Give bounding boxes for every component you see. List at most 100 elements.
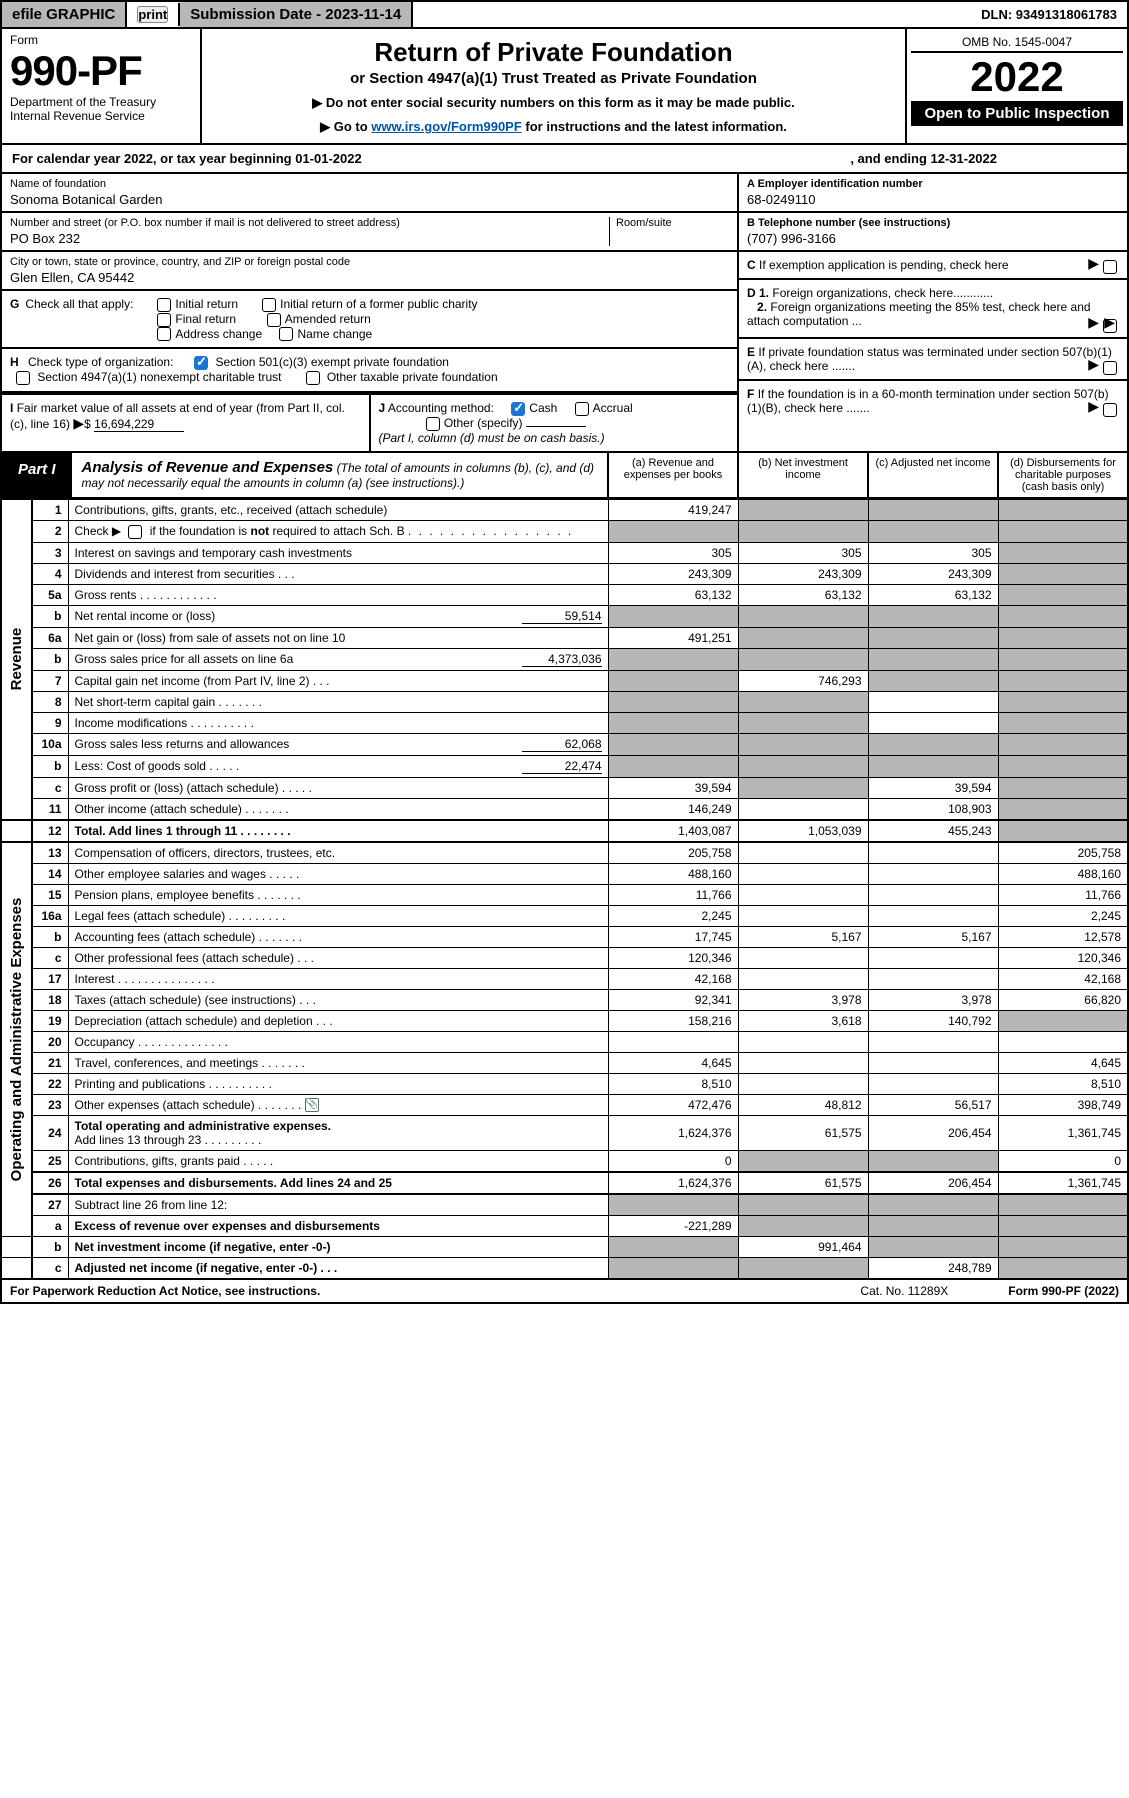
f-item: F If the foundation is in a 60-month ter…: [739, 381, 1127, 421]
c-checkbox[interactable]: [1103, 260, 1117, 274]
form-word: Form: [10, 33, 192, 47]
amt-a: 8,510: [608, 1073, 738, 1094]
amt-b: 3,978: [738, 989, 868, 1010]
sch-b-checkbox[interactable]: [128, 525, 142, 539]
submission-date: Submission Date - 2023-11-14: [180, 2, 413, 27]
line-desc: Other income (attach schedule) . . . . .…: [68, 798, 608, 820]
line-desc: Net investment income (if negative, ente…: [68, 1237, 608, 1258]
amt-d: 66,820: [998, 989, 1128, 1010]
amt-b: 1,053,039: [738, 820, 868, 842]
initial-former-checkbox[interactable]: [262, 298, 276, 312]
part1-label: Part I: [2, 453, 72, 497]
line-num: b: [32, 926, 68, 947]
line-num: 11: [32, 798, 68, 820]
column-headers: (a) Revenue and expenses per books (b) N…: [607, 453, 1127, 497]
amt-d: 398,749: [998, 1094, 1128, 1116]
line-desc: Total expenses and disbursements. Add li…: [68, 1172, 608, 1194]
line-desc: Other professional fees (attach schedule…: [68, 947, 608, 968]
line-num: 8: [32, 691, 68, 712]
line-num: 24: [32, 1116, 68, 1151]
amt-a: 1,624,376: [608, 1116, 738, 1151]
form-title: Return of Private Foundation: [232, 37, 875, 68]
line-desc: Interest on savings and temporary cash i…: [68, 542, 608, 563]
foundation-name: Sonoma Botanical Garden: [10, 190, 729, 207]
line-num: c: [32, 1258, 68, 1280]
line-num: a: [32, 1216, 68, 1237]
section-4947-checkbox[interactable]: [16, 371, 30, 385]
address-change-checkbox[interactable]: [157, 327, 171, 341]
col-d-header: (d) Disbursements for charitable purpose…: [997, 453, 1127, 497]
line-desc: Other employee salaries and wages . . . …: [68, 863, 608, 884]
amt-a: 39,594: [608, 777, 738, 798]
amt-b: 61,575: [738, 1116, 868, 1151]
analysis-table: Revenue 1 Contributions, gifts, grants, …: [0, 499, 1129, 1281]
line-num: 26: [32, 1172, 68, 1194]
initial-return-checkbox[interactable]: [157, 298, 171, 312]
line-desc: Contributions, gifts, grants paid . . . …: [68, 1151, 608, 1173]
h-label: Check type of organization:: [28, 355, 173, 369]
note2-post: for instructions and the latest informat…: [522, 119, 787, 134]
line-desc: Capital gain net income (from Part IV, l…: [68, 670, 608, 691]
line-desc: Compensation of officers, directors, tru…: [68, 842, 608, 864]
form990pf-link[interactable]: www.irs.gov/Form990PF: [371, 119, 522, 134]
amt-c: 206,454: [868, 1116, 998, 1151]
calendar-end: , and ending 12-31-2022: [850, 151, 997, 166]
line-desc: Accounting fees (attach schedule) . . . …: [68, 926, 608, 947]
city-label: City or town, state or province, country…: [10, 256, 729, 268]
line-num: 20: [32, 1031, 68, 1052]
amt-c: 63,132: [868, 584, 998, 605]
line-num: 9: [32, 712, 68, 733]
line-num: 22: [32, 1073, 68, 1094]
line-desc: Less: Cost of goods sold . . . . .22,474: [68, 755, 608, 777]
amt-a: 11,766: [608, 884, 738, 905]
e-item: E If private foundation status was termi…: [739, 339, 1127, 381]
other-method-checkbox[interactable]: [426, 417, 440, 431]
attachment-icon[interactable]: 📎: [305, 1098, 319, 1112]
section-501c3-checkbox[interactable]: [194, 356, 208, 370]
dln-number: DLN: 93491318061783: [971, 3, 1127, 26]
note2-pre: ▶ Go to: [320, 119, 371, 134]
amt-d: 488,160: [998, 863, 1128, 884]
amt-c: 305: [868, 542, 998, 563]
cash-checkbox[interactable]: [511, 402, 525, 416]
e-checkbox[interactable]: [1103, 361, 1117, 375]
line-num: 18: [32, 989, 68, 1010]
line-desc: Occupancy . . . . . . . . . . . . . .: [68, 1031, 608, 1052]
accrual-checkbox[interactable]: [575, 402, 589, 416]
col-b-header: (b) Net investment income: [737, 453, 867, 497]
g-opt-0: Initial return: [175, 297, 238, 311]
g-opt-5: Name change: [297, 327, 372, 341]
name-change-checkbox[interactable]: [279, 327, 293, 341]
ein-value: 68-0249110: [747, 190, 1119, 207]
amt-c: 140,792: [868, 1010, 998, 1031]
amt-c: 455,243: [868, 820, 998, 842]
ij-row: I Fair market value of all assets at end…: [2, 393, 737, 451]
line-desc: Total. Add lines 1 through 11 . . . . . …: [68, 820, 608, 842]
j-accrual: Accrual: [593, 401, 633, 415]
form-note-2: ▶ Go to www.irs.gov/Form990PF for instru…: [232, 119, 875, 135]
line-num: 7: [32, 670, 68, 691]
amt-d: 1,361,745: [998, 1172, 1128, 1194]
other-taxable-checkbox[interactable]: [306, 371, 320, 385]
inline-amt: 22,474: [522, 759, 602, 774]
amended-return-checkbox[interactable]: [267, 313, 281, 327]
form-note-1: ▶ Do not enter social security numbers o…: [232, 95, 875, 111]
name-label: Name of foundation: [10, 178, 729, 190]
amt-d: 11,766: [998, 884, 1128, 905]
line-num: 16a: [32, 905, 68, 926]
line-desc: Depreciation (attach schedule) and deple…: [68, 1010, 608, 1031]
amt-d: 1,361,745: [998, 1116, 1128, 1151]
final-return-checkbox[interactable]: [157, 313, 171, 327]
amt-a: 1,624,376: [608, 1172, 738, 1194]
c-text: If exemption application is pending, che…: [759, 258, 1009, 272]
amt-a: 472,476: [608, 1094, 738, 1116]
d1-checkbox[interactable]: [1103, 319, 1117, 333]
form-ref: Form 990-PF (2022): [1008, 1284, 1119, 1298]
expenses-side-label: Operating and Administrative Expenses: [1, 842, 32, 1237]
amt-a: 17,745: [608, 926, 738, 947]
line-num: 27: [32, 1194, 68, 1216]
print-button[interactable]: print: [137, 6, 168, 23]
line-num: 2: [32, 520, 68, 542]
f-checkbox[interactable]: [1103, 403, 1117, 417]
line-desc: Other expenses (attach schedule) . . . .…: [68, 1094, 608, 1116]
